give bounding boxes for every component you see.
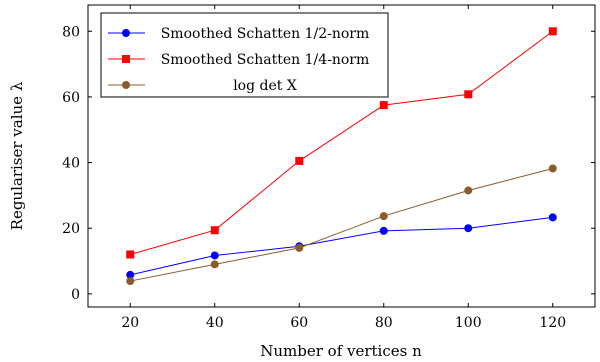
legend-marker-2	[122, 55, 130, 63]
x-tick-label: 80	[375, 315, 393, 331]
series-1-point	[548, 213, 557, 222]
y-axis-title: Regulariser value λ	[8, 81, 26, 230]
x-tick-label: 40	[206, 315, 224, 331]
series-1-point	[126, 270, 135, 279]
x-tick-label: 100	[455, 315, 482, 331]
y-tick-label: 0	[71, 287, 80, 303]
series-line-2	[130, 30, 554, 255]
plot-frame	[87, 4, 596, 308]
series-2-point	[210, 226, 219, 235]
x-tick-label: 120	[539, 315, 566, 331]
x-ticks: 20 40 60 80 100 120	[121, 5, 566, 331]
series-2-point	[464, 90, 473, 99]
y-tick-label: 80	[62, 24, 80, 40]
series-line-1	[130, 216, 553, 276]
series-3-point	[548, 164, 557, 173]
legend-marker-1	[122, 29, 130, 37]
legend-label-2: Smoothed Schatten 1/4-norm	[161, 52, 370, 68]
series-1-point	[210, 251, 219, 260]
series-2-point	[548, 27, 557, 36]
y-tick-label: 20	[62, 221, 80, 237]
series-layer	[126, 27, 557, 286]
x-tick-label: 60	[290, 315, 308, 331]
legend-label-3: log det X	[233, 78, 297, 94]
series-2-point	[295, 156, 304, 165]
y-tick-label: 60	[62, 90, 80, 106]
legend-box	[100, 12, 389, 98]
x-tick-label: 20	[121, 315, 139, 331]
series-2-point	[126, 250, 135, 259]
series-1-point	[379, 226, 388, 235]
x-axis-title: Number of vertices n	[260, 342, 422, 360]
series-line-3	[130, 167, 553, 282]
legend-label-1: Smoothed Schatten 1/2-norm	[161, 26, 370, 42]
series-1-point	[464, 224, 473, 233]
y-ticks: 0 20 40 60 80	[62, 24, 595, 303]
series-2-point	[379, 101, 388, 110]
series-3-point	[295, 243, 304, 252]
series-3-point	[379, 212, 388, 221]
series-3-point	[126, 277, 135, 286]
y-tick-label: 40	[62, 156, 80, 172]
legend-marker-3	[122, 81, 130, 89]
legend: Smoothed Schatten 1/2-norm Smoothed Schat…	[100, 12, 389, 98]
series-3-point	[210, 260, 219, 269]
series-3-point	[464, 186, 473, 195]
